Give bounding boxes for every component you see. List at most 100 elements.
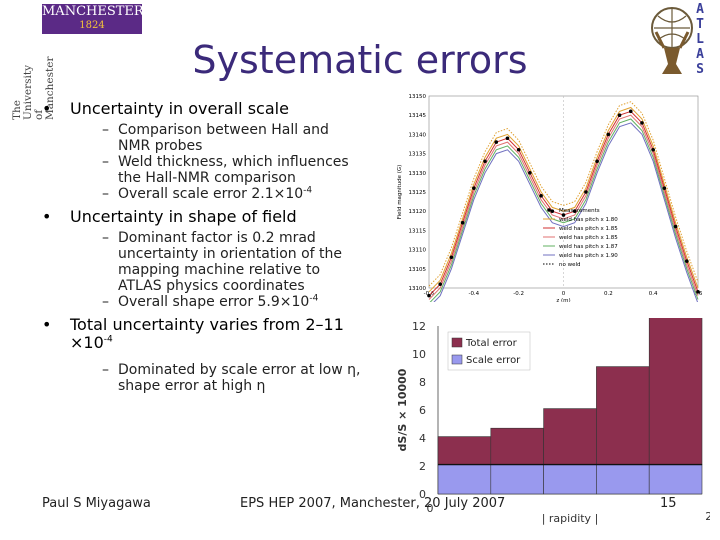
bullet-text: Uncertainty in shape of field (70, 207, 297, 226)
y-axis-label: dS/S × 10000 (396, 368, 409, 451)
bullet-text: Uncertainty in overall scale (70, 99, 289, 118)
atlas-letter: T (696, 17, 704, 32)
x-tick-label: -0.2 (513, 291, 524, 297)
y-tick-label: 6 (419, 404, 426, 417)
y-tick-label: 0 (419, 488, 426, 501)
bar-total-error (596, 366, 650, 465)
x-tick-label: -0.4 (468, 291, 479, 297)
y-tick-label: 13105 (409, 267, 427, 273)
bullet-list: • Uncertainty in overall scale – Compariso… (42, 99, 362, 395)
data-point (595, 159, 599, 164)
legend-label: Measurements (559, 208, 600, 214)
legend-marker (547, 208, 551, 212)
sub-bullet: – Weld thickness, which influences the Ha… (102, 154, 349, 186)
y-tick-label: 12 (412, 320, 426, 333)
data-point (696, 290, 700, 294)
data-point (572, 209, 577, 213)
atlas-letter: S (696, 62, 704, 77)
series-line (429, 118, 699, 302)
data-point (651, 147, 655, 152)
data-point (438, 282, 443, 286)
legend-swatch (451, 354, 463, 365)
atlas-wordmark: A T L A S (690, 2, 710, 77)
data-point (505, 136, 510, 141)
data-point (516, 147, 521, 152)
bullet-item: • Uncertainty in shape of field (42, 207, 297, 226)
data-point (449, 255, 454, 260)
bar-total-error (437, 436, 492, 465)
bar-scale-error (490, 464, 544, 495)
data-point (584, 190, 588, 194)
error-histogram-chart: 0 2 4 6 8 10 12 0 2.5 | rapidity | dS/S × 10000 Tot… (396, 318, 710, 525)
sub-bullet: – Comparison between Hall and NMR probes (102, 122, 329, 154)
x-tick-label: 0 (427, 502, 434, 515)
x-tick-label: 0.2 (604, 291, 613, 297)
y-tick-label: 13130 (409, 171, 427, 177)
data-point (673, 224, 678, 229)
series-line (428, 114, 699, 300)
atlas-letter: L (696, 32, 704, 47)
x-axis-label: | rapidity | (542, 512, 599, 525)
x-axis-label: z (m) (556, 298, 570, 302)
y-tick-label: 13100 (409, 286, 427, 292)
atlas-logo-icon (651, 7, 693, 74)
legend-label: weld has pitch x 1.85 (559, 226, 618, 232)
data-point (494, 140, 499, 144)
y-tick-label: 13145 (409, 113, 427, 119)
x-tick-label: 2.5 (705, 510, 710, 523)
bar-scale-error (543, 464, 597, 495)
sub-bullet: – Dominated by scale error at low η, shap… (102, 362, 361, 394)
page-number: 15 (660, 496, 677, 511)
y-axis-label: Field magnitude (G) (397, 165, 403, 220)
legend-label: Scale error (466, 355, 521, 366)
y-tick-label: 13140 (409, 132, 427, 138)
y-tick-label: 13135 (409, 152, 427, 158)
data-point (606, 132, 611, 137)
data-point (472, 186, 476, 190)
data-point (662, 186, 667, 190)
y-tick-label: 2 (419, 460, 426, 473)
bar-scale-error (437, 464, 492, 495)
legend-label: weld has pitch x 1.90 (559, 253, 618, 259)
data-point (528, 171, 532, 175)
legend-label: Total error (465, 338, 518, 349)
bar-total-error (543, 408, 597, 465)
legend-label: weld has pitch x 1.80 (559, 217, 618, 223)
bar-scale-error (596, 464, 650, 495)
data-point (684, 259, 689, 263)
sub-bullet: – Overall shape error 5.9×10-4 (102, 293, 319, 310)
y-tick-label: 4 (419, 432, 426, 445)
data-point (640, 121, 644, 125)
bar-scale-error (648, 464, 703, 495)
page-title: Systematic errors (192, 38, 528, 82)
data-point (427, 293, 431, 298)
data-point (460, 220, 465, 225)
legend-label: no weld (559, 262, 581, 268)
x-tick-label: 0 (562, 291, 566, 297)
footer-author: Paul S Miyagawa (42, 496, 151, 511)
series-line (433, 122, 699, 302)
data-point (483, 159, 487, 164)
legend-swatch (451, 337, 463, 348)
sub-bullet: – Dominant factor is 0.2 mrad uncertainty… (102, 230, 343, 294)
y-tick-label: 13125 (409, 190, 427, 196)
y-tick-label: 13150 (409, 94, 427, 100)
x-tick-label: 0.4 (649, 291, 658, 297)
bar-total-error (648, 318, 703, 465)
manchester-logo: MANCHESTER 1824 (42, 4, 144, 34)
y-tick-label: 13120 (409, 209, 427, 215)
data-point (550, 209, 555, 213)
atlas-letter: A (696, 2, 704, 17)
y-tick-label: 13110 (409, 248, 427, 254)
bullet-item: • Total uncertainty varies from 2–11 ×10-… (42, 315, 344, 352)
data-point (628, 109, 633, 114)
legend-label: weld has pitch x 1.85 (559, 235, 618, 241)
y-tick-label: 8 (419, 376, 426, 389)
logo-text: MANCHESTER (42, 4, 144, 19)
university-mark: The University of Manchester (4, 20, 56, 130)
legend-label: weld has pitch x 1.87 (559, 244, 618, 250)
x-tick-label: 0.6 (694, 291, 703, 297)
y-tick-label: 10 (412, 348, 426, 361)
bullet-item: • Uncertainty in overall scale (42, 99, 289, 118)
data-point (539, 194, 543, 198)
